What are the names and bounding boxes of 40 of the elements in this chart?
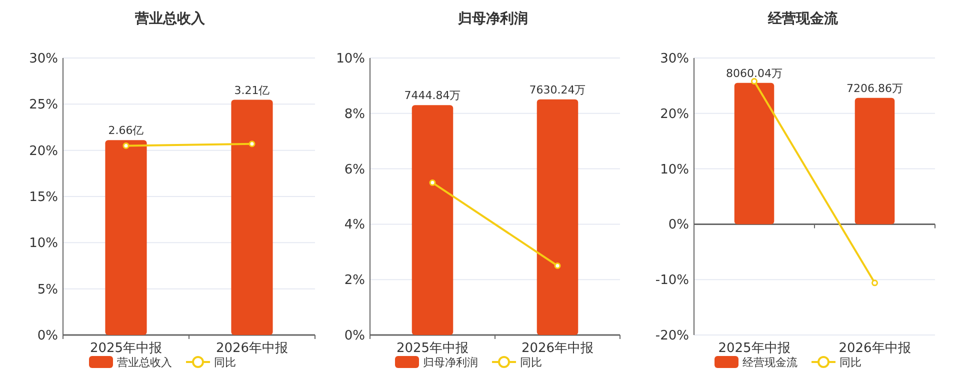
data-label: 7630.24万 — [529, 83, 586, 96]
y-tick-label: 2% — [344, 273, 365, 288]
x-tick-label: 2026年中报 — [838, 341, 911, 356]
chart-title: 归母净利润 — [457, 10, 528, 27]
y-tick-label: 30% — [660, 52, 689, 66]
legend-label: 经营现金流 — [742, 356, 798, 369]
y-tick-label: 0% — [344, 328, 365, 344]
legend-label: 归母净利润 — [423, 356, 478, 369]
chart-title: 经营现金流 — [767, 10, 839, 27]
y-tick-label: 0% — [37, 328, 58, 344]
y-tick-label: 10% — [336, 52, 365, 66]
x-tick-label: 2025年中报 — [90, 341, 162, 356]
y-tick-label: 10% — [660, 162, 689, 178]
y-tick-label: 10% — [29, 236, 58, 252]
data-label: 8060.04万 — [726, 66, 782, 80]
x-tick-label: 2025年中报 — [718, 341, 790, 356]
x-tick-label: 2026年中报 — [521, 341, 594, 356]
y-tick-label: -10% — [655, 273, 689, 288]
chart-title: 营业总收入 — [134, 11, 206, 27]
y-tick-label: 8% — [344, 106, 365, 122]
y-tick-label: 5% — [37, 282, 58, 298]
legend-label: 同比 — [520, 356, 542, 369]
x-tick-label: 2026年中报 — [216, 341, 288, 356]
y-tick-label: 30% — [29, 52, 58, 66]
y-tick-label: 20% — [29, 144, 58, 159]
y-tick-label: -20% — [655, 328, 689, 344]
legend-label: 同比 — [840, 356, 862, 369]
y-tick-label: 15% — [29, 190, 58, 205]
data-label: 7444.84万 — [404, 89, 461, 102]
y-tick-label: 20% — [660, 106, 689, 122]
data-label: 3.21亿 — [234, 84, 270, 97]
y-tick-label: 25% — [29, 98, 58, 113]
y-tick-label: 0% — [668, 218, 689, 233]
legend-label: 营业总收入 — [117, 356, 172, 369]
legend-label: 同比 — [214, 356, 236, 369]
y-tick-label: 4% — [344, 218, 365, 233]
data-label: 7206.86万 — [846, 82, 903, 95]
x-tick-label: 2025年中报 — [396, 341, 469, 356]
data-label: 2.66亿 — [108, 124, 144, 138]
y-tick-label: 6% — [344, 162, 365, 178]
